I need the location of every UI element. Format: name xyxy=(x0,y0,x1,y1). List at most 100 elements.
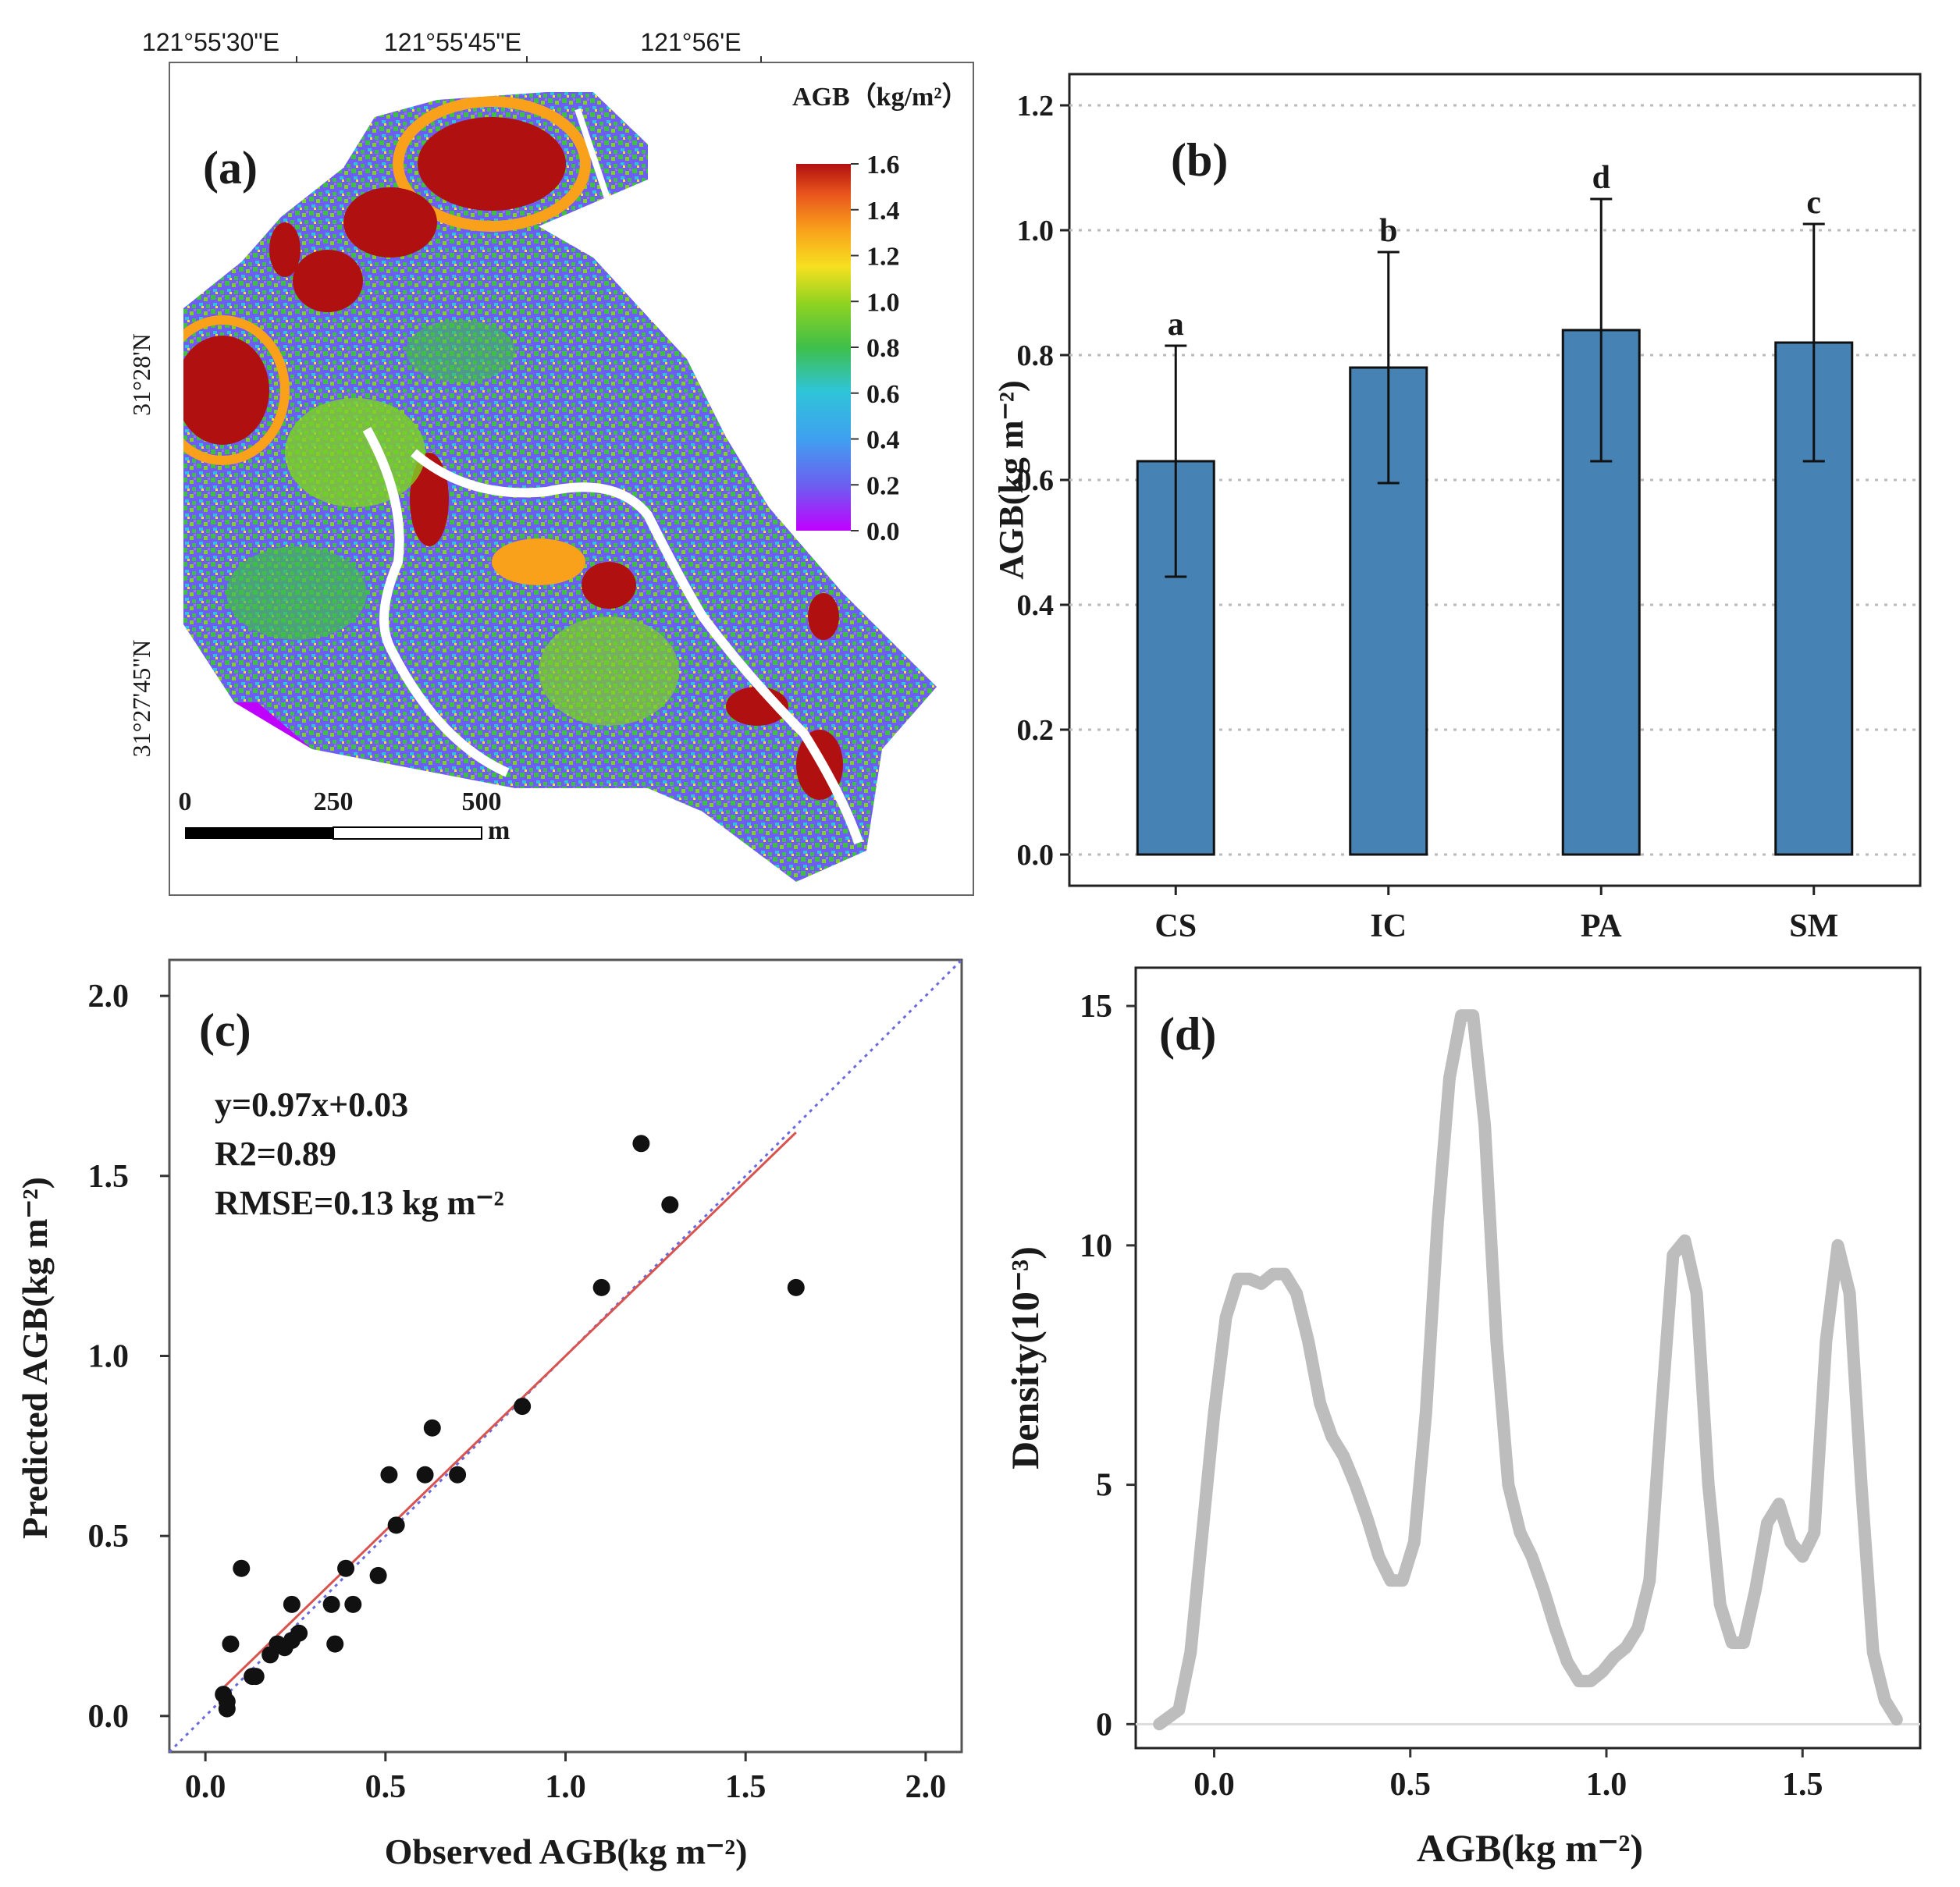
scale-bar-black xyxy=(185,827,333,839)
colorbar: AGB（kg/m²） 1.6 1.4 1.2 1.0 0.8 0.6 0.4 0.2 0.0 xyxy=(792,81,969,546)
panel-d-label: (d) xyxy=(1159,1008,1216,1060)
colorbar-tick-label: 0.4 xyxy=(866,426,900,455)
scatter-points xyxy=(215,1135,805,1718)
scatter-point xyxy=(632,1135,650,1153)
bar-y-tick-label: 1.2 xyxy=(1017,90,1055,123)
bar-y-tick-label: 0.4 xyxy=(1017,589,1055,622)
colorbar-tick-label: 0.6 xyxy=(866,380,900,409)
panel-a-map: (a) 121°55'30"E 121°55'45"E 121°56'E 31°… xyxy=(127,28,974,896)
significance-letter-CS: a xyxy=(1168,307,1184,343)
colorbar-tick-label: 1.6 xyxy=(866,151,900,179)
lon-label-1: 121°55'30"E xyxy=(142,28,279,56)
scatter-point xyxy=(387,1516,405,1534)
scale-unit: m xyxy=(488,816,510,845)
scatter-y-tick-label: 1.5 xyxy=(88,1159,130,1195)
equation-annotation: y=0.97x+0.03 xyxy=(215,1086,408,1124)
colorbar-gradient xyxy=(796,164,851,531)
scatter-y-tick-label: 0.5 xyxy=(88,1519,130,1555)
scatter-point xyxy=(423,1419,441,1437)
bar-y-tick-label: 0.6 xyxy=(1017,464,1055,497)
lat-label-2: 31°27'45"N xyxy=(127,640,155,758)
scatter-point xyxy=(514,1398,532,1416)
density-x-tick-label: 0.0 xyxy=(1193,1767,1235,1803)
scatter-y-tick-label: 2.0 xyxy=(88,979,130,1015)
bar-y-tick-label: 0.2 xyxy=(1017,714,1055,747)
scatter-point xyxy=(449,1466,467,1484)
density-y-tick-label: 10 xyxy=(1080,1228,1112,1264)
lon-label-2: 121°55'45"E xyxy=(384,28,521,56)
regression-line xyxy=(222,1132,797,1689)
bar-y-ticks: 0.0 0.2 0.4 0.6 0.8 1.0 1.2 xyxy=(1017,90,1069,872)
density-x-axis-label: AGB(kg m⁻²) xyxy=(1417,1826,1643,1870)
scatter-y-tick-label: 0.0 xyxy=(88,1699,130,1735)
bar-category-label-CS: CS xyxy=(1154,908,1197,944)
bar-series: a CS b IC d PA c SM xyxy=(1136,160,1854,944)
scatter-x-tick-label: 2.0 xyxy=(905,1769,947,1805)
bar-category-label-IC: IC xyxy=(1370,908,1407,944)
significance-letter-IC: b xyxy=(1379,213,1397,249)
panel-d-density: 0.0 0.5 1.0 1.5 0 5 10 15 (d) AGB(kg m⁻²) Densi… xyxy=(1003,966,1922,1870)
scatter-x-tick-label: 1.0 xyxy=(545,1769,586,1805)
colorbar-title: AGB（kg/m²） xyxy=(792,81,969,112)
lon-label-3: 121°56'E xyxy=(640,28,741,56)
bar-y-tick-label: 0.0 xyxy=(1017,839,1055,872)
density-y-axis-label: Density(10⁻³) xyxy=(1003,1246,1047,1469)
density-plot-frame xyxy=(1134,966,1922,1750)
density-y-tick-label: 0 xyxy=(1096,1707,1112,1743)
panel-b-bar-chart: 0.0 0.2 0.4 0.6 0.8 1.0 1.2 a CS b IC d PA c SM (b) A… xyxy=(992,73,1922,944)
colorbar-tick-label: 1.2 xyxy=(866,243,900,272)
scatter-y-axis-label: Predicted AGB(kg m⁻²) xyxy=(15,1177,55,1539)
colorbar-tick-label: 0.8 xyxy=(866,334,900,363)
density-x-tick-label: 0.5 xyxy=(1390,1767,1432,1803)
r2-annotation: R2=0.89 xyxy=(215,1135,336,1173)
scale-bar-white xyxy=(333,826,482,840)
scale-label-500: 500 xyxy=(462,787,502,816)
scatter-point xyxy=(344,1595,362,1613)
panel-b-label: (b) xyxy=(1171,134,1228,186)
scatter-point xyxy=(233,1559,251,1577)
scatter-x-axis-label: Observed AGB(kg m⁻²) xyxy=(385,1832,748,1871)
colorbar-tick-label: 0.0 xyxy=(866,517,900,546)
scatter-point xyxy=(592,1278,610,1296)
colorbar-tick-label: 0.2 xyxy=(866,471,900,500)
scatter-point xyxy=(290,1624,308,1642)
scale-label-0: 0 xyxy=(179,787,192,816)
lat-label-1: 31°28'N xyxy=(127,333,155,416)
scatter-point xyxy=(283,1595,301,1613)
rmse-annotation: RMSE=0.13 kg m⁻² xyxy=(215,1184,504,1222)
scatter-ticks: 0.0 0.5 1.0 1.5 2.0 0.0 0.5 1.0 1.5 2.0 xyxy=(88,979,947,1805)
scatter-point xyxy=(222,1635,240,1653)
density-y-tick-label: 15 xyxy=(1080,989,1112,1025)
significance-letter-PA: d xyxy=(1592,160,1610,196)
scatter-y-tick-label: 1.0 xyxy=(88,1339,130,1375)
bar-category-label-PA: PA xyxy=(1581,908,1623,944)
colorbar-ticks: 1.6 1.4 1.2 1.0 0.8 0.6 0.4 0.2 0.0 xyxy=(851,151,900,546)
scatter-point xyxy=(369,1566,387,1584)
significance-letter-SM: c xyxy=(1806,185,1821,221)
scatter-point xyxy=(661,1196,679,1214)
colorbar-tick-label: 1.4 xyxy=(866,197,900,226)
density-ticks: 0.0 0.5 1.0 1.5 0 5 10 15 xyxy=(1080,989,1823,1803)
scatter-x-tick-label: 0.5 xyxy=(365,1769,407,1805)
scatter-point xyxy=(322,1595,340,1613)
panel-c-label: (c) xyxy=(199,1004,251,1056)
density-curve xyxy=(1153,1009,1903,1731)
scatter-point xyxy=(380,1466,398,1484)
bar-y-tick-label: 1.0 xyxy=(1017,215,1055,247)
scatter-x-tick-label: 0.0 xyxy=(185,1769,226,1805)
scatter-point xyxy=(247,1668,265,1686)
colorbar-tick-label: 1.0 xyxy=(866,288,900,317)
scatter-point xyxy=(337,1559,355,1577)
panel-a-label: (a) xyxy=(203,142,258,194)
bar-y-axis-label: AGB(kg m⁻²) xyxy=(992,380,1030,579)
scatter-point xyxy=(218,1693,236,1711)
bar-category-label-SM: SM xyxy=(1789,908,1838,944)
density-x-tick-label: 1.5 xyxy=(1782,1767,1823,1803)
density-y-tick-label: 5 xyxy=(1096,1468,1112,1504)
bar-y-tick-label: 0.8 xyxy=(1017,339,1055,372)
scatter-point xyxy=(326,1635,344,1653)
scale-label-250: 250 xyxy=(314,787,354,816)
panel-c-scatter: 0.0 0.5 1.0 1.5 2.0 0.0 0.5 1.0 1.5 2.0 (c) y=0.9… xyxy=(15,958,963,1871)
scatter-point xyxy=(416,1466,434,1484)
